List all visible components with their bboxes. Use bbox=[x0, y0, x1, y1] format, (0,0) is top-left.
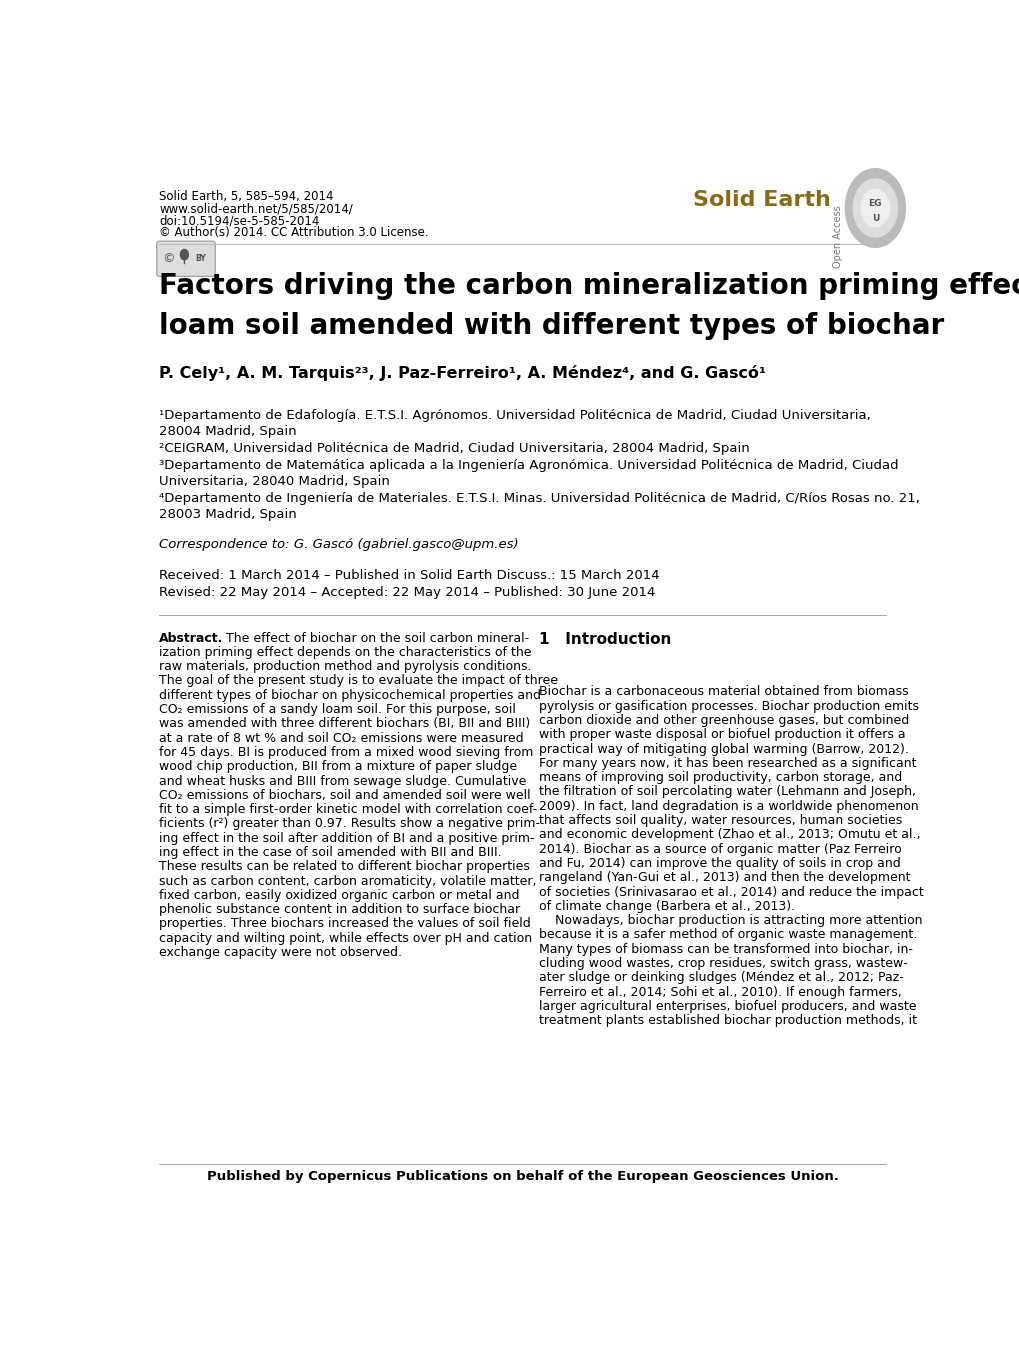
Text: carbon dioxide and other greenhouse gases, but combined: carbon dioxide and other greenhouse gase… bbox=[538, 714, 908, 728]
Text: ater sludge or deinking sludges (Méndez et al., 2012; Paz-: ater sludge or deinking sludges (Méndez … bbox=[538, 971, 903, 985]
Text: ©: © bbox=[162, 253, 174, 265]
Text: pyrolysis or gasification processes. Biochar production emits: pyrolysis or gasification processes. Bio… bbox=[538, 699, 918, 713]
Text: and wheat husks and BIII from sewage sludge. Cumulative: and wheat husks and BIII from sewage slu… bbox=[159, 775, 526, 788]
Text: for 45 days. BI is produced from a mixed wood sieving from: for 45 days. BI is produced from a mixed… bbox=[159, 746, 533, 759]
Text: The effect of biochar on the soil carbon mineral-: The effect of biochar on the soil carbon… bbox=[225, 632, 528, 644]
Text: rangeland (Yan-Gui et al., 2013) and then the development: rangeland (Yan-Gui et al., 2013) and the… bbox=[538, 872, 909, 884]
Text: Open Access: Open Access bbox=[833, 204, 843, 268]
Text: The goal of the present study is to evaluate the impact of three: The goal of the present study is to eval… bbox=[159, 674, 557, 687]
Text: ing effect in the case of soil amended with BII and BIII.: ing effect in the case of soil amended w… bbox=[159, 846, 501, 859]
Text: fit to a simple first-order kinetic model with correlation coef-: fit to a simple first-order kinetic mode… bbox=[159, 803, 537, 816]
Text: because it is a safer method of organic waste management.: because it is a safer method of organic … bbox=[538, 928, 916, 942]
Text: Universitaria, 28040 Madrid, Spain: Universitaria, 28040 Madrid, Spain bbox=[159, 475, 389, 488]
Text: BY: BY bbox=[195, 254, 206, 264]
Text: properties. Three biochars increased the values of soil field: properties. Three biochars increased the… bbox=[159, 917, 530, 931]
Text: doi:10.5194/se-5-585-2014: doi:10.5194/se-5-585-2014 bbox=[159, 214, 319, 227]
Circle shape bbox=[860, 190, 889, 227]
Text: ²CEIGRAM, Universidad Politécnica de Madrid, Ciudad Universitaria, 28004 Madrid,: ²CEIGRAM, Universidad Politécnica de Mad… bbox=[159, 443, 749, 455]
Text: Correspondence to: G. Gascó (gabriel.gasco@upm.es): Correspondence to: G. Gascó (gabriel.gas… bbox=[159, 538, 519, 551]
Text: 2009). In fact, land degradation is a worldwide phenomenon: 2009). In fact, land degradation is a wo… bbox=[538, 800, 917, 812]
Text: with proper waste disposal or biofuel production it offers a: with proper waste disposal or biofuel pr… bbox=[538, 728, 904, 741]
Text: ³Departamento de Matemática aplicada a la Ingeniería Agronómica. Universidad Pol: ³Departamento de Matemática aplicada a l… bbox=[159, 459, 898, 472]
Text: raw materials, production method and pyrolysis conditions.: raw materials, production method and pyr… bbox=[159, 660, 531, 672]
Text: of climate change (Barbera et al., 2013).: of climate change (Barbera et al., 2013)… bbox=[538, 900, 794, 913]
Text: ¹Departamento de Edafología. E.T.S.I. Agrónomos. Universidad Politécnica de Madr: ¹Departamento de Edafología. E.T.S.I. Ag… bbox=[159, 409, 870, 422]
Text: 2014). Biochar as a source of organic matter (Paz Ferreiro: 2014). Biochar as a source of organic ma… bbox=[538, 843, 901, 855]
Text: Biochar is a carbonaceous material obtained from biomass: Biochar is a carbonaceous material obtai… bbox=[538, 686, 907, 698]
Text: that affects soil quality, water resources, human societies: that affects soil quality, water resourc… bbox=[538, 814, 901, 827]
Text: cluding wood wastes, crop residues, switch grass, wastew-: cluding wood wastes, crop residues, swit… bbox=[538, 958, 907, 970]
Text: of societies (Srinivasarao et al., 2014) and reduce the impact: of societies (Srinivasarao et al., 2014)… bbox=[538, 885, 922, 898]
Text: © Author(s) 2014. CC Attribution 3.0 License.: © Author(s) 2014. CC Attribution 3.0 Lic… bbox=[159, 226, 428, 239]
Text: phenolic substance content in addition to surface biochar: phenolic substance content in addition t… bbox=[159, 902, 520, 916]
Text: ization priming effect depends on the characteristics of the: ization priming effect depends on the ch… bbox=[159, 646, 531, 659]
Text: wood chip production, BII from a mixture of paper sludge: wood chip production, BII from a mixture… bbox=[159, 760, 517, 773]
Text: and Fu, 2014) can improve the quality of soils in crop and: and Fu, 2014) can improve the quality of… bbox=[538, 857, 900, 870]
Circle shape bbox=[180, 249, 189, 260]
Text: larger agricultural enterprises, biofuel producers, and waste: larger agricultural enterprises, biofuel… bbox=[538, 999, 915, 1013]
Circle shape bbox=[845, 168, 905, 247]
Text: www.solid-earth.net/5/585/2014/: www.solid-earth.net/5/585/2014/ bbox=[159, 202, 353, 215]
Text: at a rate of 8 wt % and soil CO₂ emissions were measured: at a rate of 8 wt % and soil CO₂ emissio… bbox=[159, 732, 523, 745]
Text: Solid Earth: Solid Earth bbox=[692, 191, 829, 210]
Text: P. Cely¹, A. M. Tarquis²³, J. Paz-Ferreiro¹, A. Méndez⁴, and G. Gascó¹: P. Cely¹, A. M. Tarquis²³, J. Paz-Ferrei… bbox=[159, 366, 765, 382]
Text: fixed carbon, easily oxidized organic carbon or metal and: fixed carbon, easily oxidized organic ca… bbox=[159, 889, 519, 902]
Text: was amended with three different biochars (BI, BII and BIII): was amended with three different biochar… bbox=[159, 717, 530, 730]
Text: means of improving soil productivity, carbon storage, and: means of improving soil productivity, ca… bbox=[538, 771, 901, 784]
Text: Nowadays, biochar production is attracting more attention: Nowadays, biochar production is attracti… bbox=[538, 915, 921, 927]
Text: the filtration of soil percolating water (Lehmann and Joseph,: the filtration of soil percolating water… bbox=[538, 785, 915, 799]
Text: loam soil amended with different types of biochar: loam soil amended with different types o… bbox=[159, 312, 944, 339]
Text: Factors driving the carbon mineralization priming effect in a sandy: Factors driving the carbon mineralizatio… bbox=[159, 272, 1019, 300]
Text: exchange capacity were not observed.: exchange capacity were not observed. bbox=[159, 946, 401, 959]
Text: Abstract.: Abstract. bbox=[159, 632, 223, 644]
Text: treatment plants established biochar production methods, it: treatment plants established biochar pro… bbox=[538, 1014, 916, 1028]
Text: For many years now, it has been researched as a significant: For many years now, it has been research… bbox=[538, 757, 915, 769]
Text: ficients (r²) greater than 0.97. Results show a negative prim-: ficients (r²) greater than 0.97. Results… bbox=[159, 818, 540, 830]
Text: Received: 1 March 2014 – Published in Solid Earth Discuss.: 15 March 2014: Received: 1 March 2014 – Published in So… bbox=[159, 569, 659, 582]
Text: ⁴Departamento de Ingeniería de Materiales. E.T.S.I. Minas. Universidad Politécni: ⁴Departamento de Ingeniería de Materiale… bbox=[159, 492, 919, 504]
Text: Ferreiro et al., 2014; Sohi et al., 2010). If enough farmers,: Ferreiro et al., 2014; Sohi et al., 2010… bbox=[538, 986, 901, 998]
Text: Published by Copernicus Publications on behalf of the European Geosciences Union: Published by Copernicus Publications on … bbox=[207, 1170, 838, 1184]
Text: Revised: 22 May 2014 – Accepted: 22 May 2014 – Published: 30 June 2014: Revised: 22 May 2014 – Accepted: 22 May … bbox=[159, 586, 655, 599]
Text: 28003 Madrid, Spain: 28003 Madrid, Spain bbox=[159, 508, 297, 522]
Text: U: U bbox=[871, 214, 878, 223]
Text: Many types of biomass can be transformed into biochar, in-: Many types of biomass can be transformed… bbox=[538, 943, 912, 956]
Text: ing effect in the soil after addition of BI and a positive prim-: ing effect in the soil after addition of… bbox=[159, 831, 534, 845]
Text: 28004 Madrid, Spain: 28004 Madrid, Spain bbox=[159, 425, 297, 438]
Text: practical way of mitigating global warming (Barrow, 2012).: practical way of mitigating global warmi… bbox=[538, 742, 908, 756]
Circle shape bbox=[852, 179, 897, 237]
Text: such as carbon content, carbon aromaticity, volatile matter,: such as carbon content, carbon aromatici… bbox=[159, 874, 536, 888]
Text: CO₂ emissions of biochars, soil and amended soil were well: CO₂ emissions of biochars, soil and amen… bbox=[159, 788, 530, 802]
Text: capacity and wilting point, while effects over pH and cation: capacity and wilting point, while effect… bbox=[159, 932, 532, 944]
FancyBboxPatch shape bbox=[157, 241, 215, 276]
Text: Solid Earth, 5, 585–594, 2014: Solid Earth, 5, 585–594, 2014 bbox=[159, 191, 333, 203]
Text: 1   Introduction: 1 Introduction bbox=[538, 632, 671, 647]
Text: CO₂ emissions of a sandy loam soil. For this purpose, soil: CO₂ emissions of a sandy loam soil. For … bbox=[159, 703, 516, 716]
Text: and economic development (Zhao et al., 2013; Omutu et al.,: and economic development (Zhao et al., 2… bbox=[538, 829, 919, 842]
Text: EG: EG bbox=[868, 199, 881, 208]
Text: different types of biochar on physicochemical properties and: different types of biochar on physicoche… bbox=[159, 689, 541, 702]
Text: These results can be related to different biochar properties: These results can be related to differen… bbox=[159, 861, 530, 873]
